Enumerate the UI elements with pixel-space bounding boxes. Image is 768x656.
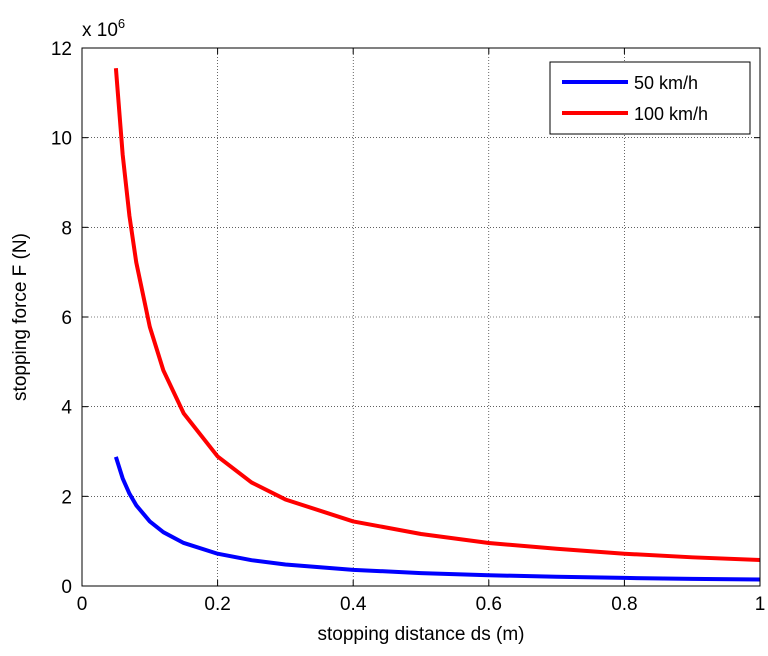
series-layer xyxy=(113,68,761,582)
y-tick-label: 2 xyxy=(61,487,72,508)
legend-label-1: 100 km/h xyxy=(634,104,708,124)
x-tick-label: 0.8 xyxy=(611,594,637,615)
series-line-1 xyxy=(113,68,761,562)
x-tick-label: 0.6 xyxy=(476,594,502,615)
y-axis-exponent: x 106 xyxy=(82,16,125,41)
y-tick-label: 0 xyxy=(61,577,72,598)
y-tick-label: 4 xyxy=(61,398,72,419)
x-tick-label: 0 xyxy=(77,594,88,615)
x-axis-label: stopping distance ds (m) xyxy=(318,624,525,645)
y-tick-label: 12 xyxy=(51,39,72,60)
x-tick-label: 0.4 xyxy=(340,594,367,615)
legend-label-0: 50 km/h xyxy=(634,73,698,93)
y-tick-label: 8 xyxy=(61,218,72,239)
x-tick-label: 0.2 xyxy=(204,594,230,615)
y-axis-label: stopping force F (N) xyxy=(10,233,31,401)
y-axis-exponent-power: 6 xyxy=(118,16,125,31)
legend-box xyxy=(549,61,751,135)
y-tick-label: 10 xyxy=(51,129,72,150)
grid xyxy=(82,48,760,586)
series-line-0 xyxy=(113,456,761,582)
x-tick-label: 1 xyxy=(755,594,766,615)
y-axis-exponent-base: x 10 xyxy=(82,20,118,41)
legend: 50 km/h 100 km/h xyxy=(549,61,751,135)
y-tick-label: 6 xyxy=(61,308,72,329)
